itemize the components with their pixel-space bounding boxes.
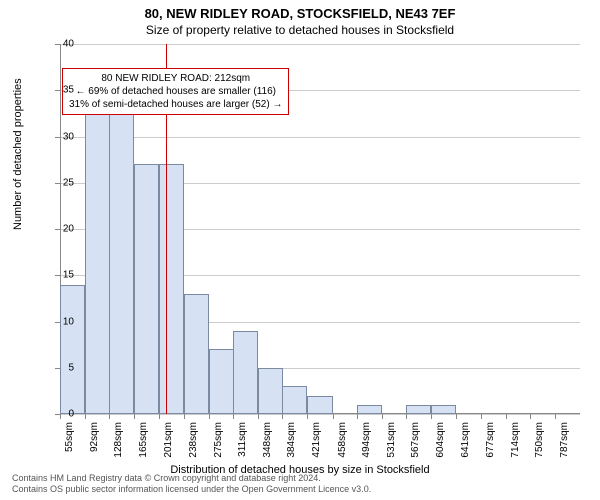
x-tick-label: 750sqm (534, 422, 545, 466)
x-tick-label: 677sqm (485, 422, 496, 466)
x-tick-label: 128sqm (113, 422, 124, 466)
histogram-bar (159, 164, 184, 414)
x-tick-label: 92sqm (89, 422, 100, 466)
x-tick-label: 787sqm (559, 422, 570, 466)
x-tick-label: 238sqm (188, 422, 199, 466)
chart-subtitle: Size of property relative to detached ho… (0, 21, 600, 37)
histogram-bar (431, 405, 456, 414)
x-tick-label: 567sqm (410, 422, 421, 466)
histogram-bar (233, 331, 258, 414)
histogram-bar (85, 109, 110, 414)
y-tick-label: 5 (44, 362, 74, 373)
x-tick-label: 275sqm (213, 422, 224, 466)
histogram-bar (134, 164, 159, 414)
y-tick-label: 20 (44, 224, 74, 235)
x-tick-label: 311sqm (237, 422, 248, 466)
x-tick-label: 421sqm (311, 422, 322, 466)
x-tick-label: 458sqm (337, 422, 348, 466)
histogram-bar (406, 405, 431, 414)
y-tick-label: 25 (44, 177, 74, 188)
attribution-footer: Contains HM Land Registry data © Crown c… (12, 473, 371, 496)
x-tick-label: 714sqm (510, 422, 521, 466)
x-tick-label: 348sqm (262, 422, 273, 466)
x-tick-label: 494sqm (361, 422, 372, 466)
y-tick-label: 30 (44, 131, 74, 142)
annotation-box: 80 NEW RIDLEY ROAD: 212sqm← 69% of detac… (62, 68, 289, 115)
x-tick-label: 384sqm (286, 422, 297, 466)
histogram-bar (357, 405, 382, 414)
histogram-bar (282, 386, 307, 414)
x-tick-label: 641sqm (460, 422, 471, 466)
y-tick-label: 15 (44, 270, 74, 281)
histogram-bar (109, 109, 134, 414)
x-tick-label: 165sqm (138, 422, 149, 466)
histogram-bar (60, 285, 85, 415)
annotation-line3: 31% of semi-detached houses are larger (… (69, 98, 282, 111)
x-tick-label: 201sqm (163, 422, 174, 466)
y-tick-label: 0 (44, 409, 74, 420)
footer-line1: Contains HM Land Registry data © Crown c… (12, 473, 371, 485)
annotation-line1: 80 NEW RIDLEY ROAD: 212sqm (69, 72, 282, 85)
plot-area: 55sqm92sqm128sqm165sqm201sqm238sqm275sqm… (60, 44, 580, 414)
annotation-line2: ← 69% of detached houses are smaller (11… (69, 85, 282, 98)
chart-title-address: 80, NEW RIDLEY ROAD, STOCKSFIELD, NE43 7… (0, 0, 600, 21)
histogram-bar (184, 294, 209, 414)
histogram-bar (307, 396, 332, 415)
chart-container: 80, NEW RIDLEY ROAD, STOCKSFIELD, NE43 7… (0, 0, 600, 500)
gridline (60, 414, 580, 415)
x-tick-label: 531sqm (386, 422, 397, 466)
y-tick-label: 10 (44, 316, 74, 327)
y-axis-label: Number of detached properties (12, 78, 24, 230)
gridline (60, 44, 580, 45)
histogram-bar (209, 349, 234, 414)
y-tick-label: 35 (44, 85, 74, 96)
x-tick-label: 604sqm (435, 422, 446, 466)
footer-line2: Contains OS public sector information li… (12, 484, 371, 496)
x-tick-label: 55sqm (64, 422, 75, 466)
y-tick-label: 40 (44, 39, 74, 50)
gridline (60, 137, 580, 138)
histogram-bar (258, 368, 283, 414)
